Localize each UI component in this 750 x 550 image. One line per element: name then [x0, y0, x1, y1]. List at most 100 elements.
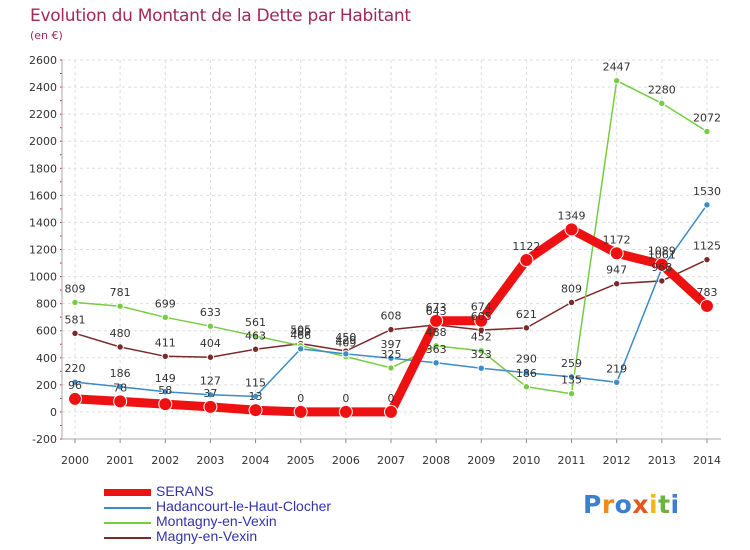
y-tick-label: 0: [50, 406, 57, 419]
y-tick-label: 2600: [29, 54, 57, 67]
data-label: 505: [290, 324, 311, 337]
labels-montagny-en-vexin: 809 781 699 633 561 489 409 325 488 452 186 135 2447…: [65, 61, 721, 387]
data-label: 186: [516, 367, 537, 380]
data-label: 673: [426, 301, 447, 314]
data-point: [206, 353, 215, 361]
data-label: 2447: [603, 61, 631, 74]
data-label: 96: [68, 379, 82, 392]
data-point: [522, 324, 531, 332]
data-point: [251, 392, 260, 401]
logo-letter: i: [649, 490, 659, 519]
data-label: 2280: [648, 83, 676, 96]
data-label: 781: [110, 286, 131, 299]
x-tick-label: 2008: [422, 454, 450, 467]
data-label: 674: [471, 301, 492, 314]
data-label: 699: [155, 297, 176, 310]
data-label: 489: [290, 326, 311, 339]
data-point: [71, 378, 79, 386]
data-point: [477, 347, 485, 355]
y-tick-label: 400: [36, 352, 57, 365]
x-tick-label: 2007: [377, 454, 405, 467]
data-label: 429: [335, 334, 356, 347]
data-label: 404: [200, 337, 221, 350]
data-point: [567, 298, 576, 307]
data-point: [158, 397, 173, 412]
data-point: [71, 329, 79, 337]
chart-title: Evolution du Montant de la Dette par Hab…: [30, 6, 411, 26]
data-label: 325: [380, 348, 401, 361]
y-tick-label: 1000: [29, 271, 57, 284]
data-point: [251, 345, 260, 353]
legend-label: SERANS: [156, 483, 214, 499]
data-point: [703, 201, 711, 209]
labels-serans: 96 78 58 37 13 0 0 0 673 674 1122 1349 1172 1089 783: [68, 209, 717, 405]
y-tick-label: 2200: [29, 108, 57, 121]
data-point: [432, 342, 440, 350]
logo-letter: x: [632, 490, 649, 519]
data-point: [387, 325, 395, 334]
proxiti-logo: Proxiti: [583, 490, 680, 519]
data-label: 450: [335, 331, 356, 344]
data-point: [612, 280, 621, 288]
labels-magny-en-vexin: 581 480 411 404 463 505 450 608 643 605 621 809 947 9…: [65, 240, 721, 351]
data-label: 0: [297, 392, 304, 405]
data-label: 480: [110, 327, 131, 340]
y-tick-label: -200: [32, 433, 57, 446]
data-point: [567, 373, 576, 381]
data-label: 452: [471, 331, 492, 344]
y-tick-label: 1400: [29, 216, 57, 229]
x-tick-label: 2001: [106, 454, 134, 467]
data-label: 1061: [648, 248, 676, 261]
data-point: [519, 253, 534, 268]
legend-label: Magny-en-Vexin: [156, 528, 258, 544]
data-point: [161, 352, 169, 360]
y-tick-label: 200: [36, 379, 57, 392]
y-tick-label: 1800: [29, 162, 57, 175]
x-tick-label: 2002: [151, 454, 179, 467]
data-point: [522, 368, 531, 377]
data-label: 581: [65, 313, 86, 326]
chart-unit-label: (en €): [30, 29, 63, 42]
data-point: [161, 388, 169, 396]
data-label: 488: [426, 326, 447, 339]
data-label: 1349: [558, 209, 586, 222]
data-point: [432, 359, 440, 367]
data-label: 633: [200, 306, 221, 319]
x-tick-label: 2000: [61, 454, 89, 467]
data-label: 947: [606, 264, 627, 277]
x-tick-label: 2009: [467, 454, 495, 467]
data-point: [251, 332, 260, 340]
data-label: 1530: [693, 185, 721, 198]
data-label: 259: [561, 357, 582, 370]
logo-letter: t: [658, 490, 671, 519]
data-point: [699, 298, 714, 313]
data-point: [612, 77, 621, 85]
data-point: [71, 298, 79, 307]
y-tick-label: 1200: [29, 244, 57, 257]
data-point: [654, 257, 669, 272]
data-point: [703, 127, 711, 136]
data-label: 605: [471, 310, 492, 323]
x-tick-label: 2011: [558, 454, 586, 467]
data-label: 127: [200, 375, 221, 388]
legend-swatch: [104, 522, 151, 524]
data-label: 149: [155, 372, 176, 385]
data-point: [248, 403, 263, 418]
logo-letter: P: [583, 490, 602, 519]
data-point: [477, 364, 485, 372]
data-point: [567, 389, 576, 398]
data-point: [522, 383, 531, 391]
data-label: 1172: [603, 233, 631, 246]
data-point: [68, 391, 82, 406]
x-tick-label: 2003: [196, 454, 224, 467]
data-label: 411: [155, 336, 176, 349]
data-point: [161, 313, 169, 322]
data-label: 2072: [693, 111, 721, 124]
data-label: 397: [380, 338, 401, 351]
data-point: [293, 404, 308, 419]
y-tick-label: 2000: [29, 135, 57, 148]
y-tick-label: 2400: [29, 81, 57, 94]
logo-letter: o: [614, 490, 633, 519]
legend-swatch: [104, 537, 151, 539]
